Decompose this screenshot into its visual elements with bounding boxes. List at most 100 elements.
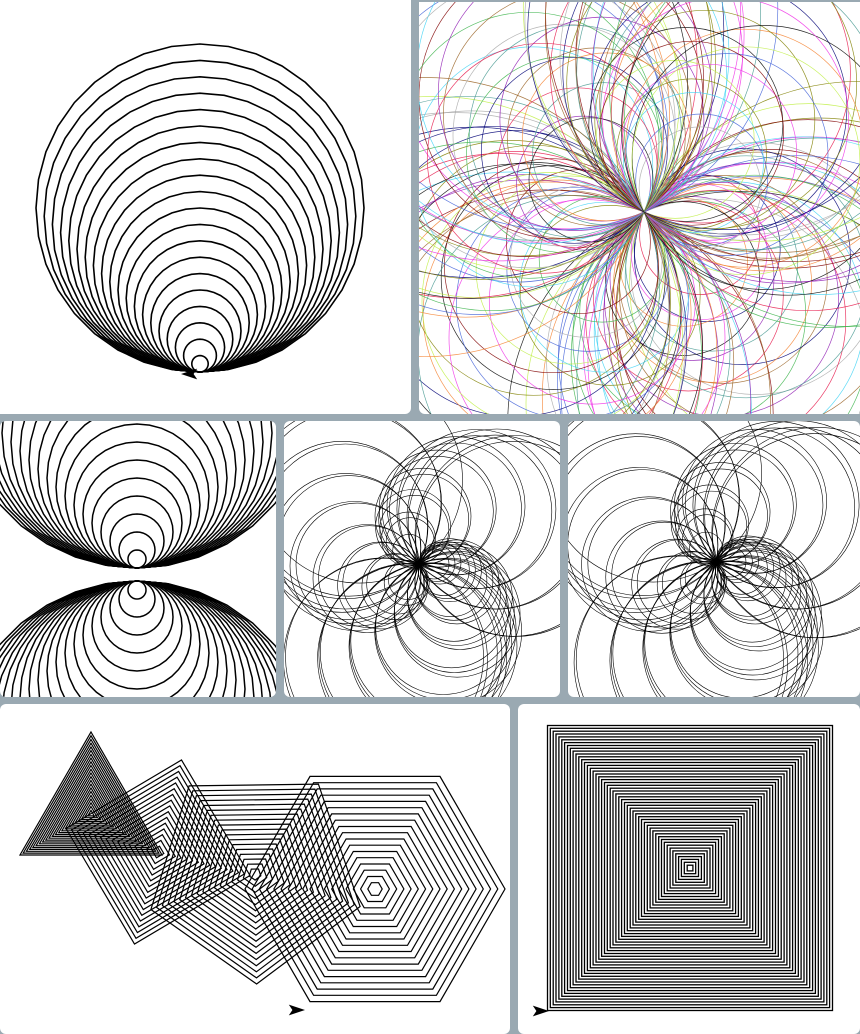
polygon-ring <box>179 808 332 955</box>
square-ring <box>595 773 785 963</box>
flower-circle <box>624 155 860 399</box>
upper-circle-ring <box>55 421 219 569</box>
spirograph-circle <box>605 520 719 634</box>
circle-ring <box>76 125 324 373</box>
lower-circle-ring <box>127 580 147 600</box>
flower-circle <box>618 151 860 414</box>
square-ring <box>586 764 794 972</box>
lower-circle-ring <box>2 580 272 697</box>
circle-ring <box>67 108 333 373</box>
polygon-ring <box>316 838 434 940</box>
flower-circle <box>546 198 860 414</box>
polygon-ring <box>287 813 463 965</box>
flower-circle <box>456 186 689 414</box>
upper-circle-ring <box>73 441 201 569</box>
lower-circle-ring <box>64 580 210 697</box>
flower-circle <box>623 2 860 328</box>
spirograph-circle <box>414 539 500 625</box>
polygon-ring <box>70 764 246 940</box>
flower-circle <box>591 2 860 282</box>
spirograph-circle <box>318 525 421 628</box>
flower-circle <box>419 2 668 283</box>
lower-circle-ring <box>109 580 165 636</box>
lower-circle-ring <box>11 580 263 697</box>
square-ring <box>652 830 728 906</box>
square-ring <box>640 818 740 918</box>
polygon-ring <box>139 833 177 871</box>
square-ring <box>669 847 711 889</box>
spirograph-circle <box>418 538 482 602</box>
spirograph-circle <box>361 553 429 620</box>
polygon-ring <box>331 850 419 928</box>
spirograph-circle <box>568 421 762 583</box>
flower-circle <box>599 40 785 226</box>
polygon-ring <box>25 738 157 852</box>
polygon-ring <box>28 741 154 850</box>
flower-circle <box>419 151 682 414</box>
flower-circle <box>419 126 671 414</box>
flower-circle <box>481 56 668 244</box>
flower-circle <box>419 2 676 269</box>
spirograph-circle <box>396 429 557 589</box>
flower-circle <box>623 92 764 233</box>
flower-circle <box>419 2 688 299</box>
spirograph-circle <box>406 428 560 610</box>
spirograph-circle <box>392 534 426 568</box>
upper-circle-ring <box>37 421 237 569</box>
flower-circle <box>597 136 860 414</box>
square-ring <box>629 807 751 929</box>
square-ring <box>623 801 757 935</box>
square-ring <box>552 730 828 1006</box>
spirograph-circle <box>284 475 422 620</box>
square-ring <box>680 858 700 878</box>
square-ring <box>683 861 697 875</box>
spirograph-circle <box>680 557 727 605</box>
flower-circle <box>625 53 829 256</box>
flower-circle <box>562 2 860 235</box>
square-ring <box>546 724 834 1012</box>
flower-circle <box>519 205 701 386</box>
flower-circle <box>419 2 745 243</box>
spirograph-circle <box>704 426 860 610</box>
flower-circle <box>419 189 774 414</box>
polygon-ring <box>345 863 405 915</box>
polygon-ring <box>173 803 338 961</box>
polygon-ring <box>150 783 361 985</box>
lower-circle-ring <box>91 580 183 672</box>
square-ring <box>549 727 831 1009</box>
spirograph-circle <box>568 433 726 613</box>
flower-circle <box>525 188 860 414</box>
upper-circle-ring <box>19 421 255 569</box>
spirograph-circle <box>394 552 515 673</box>
flower-circle <box>419 126 688 414</box>
flower-circle <box>509 184 663 338</box>
polygon-ring <box>294 819 456 959</box>
flower-circle <box>557 176 860 414</box>
flower-circle <box>615 81 860 414</box>
upper-circle-ring <box>82 459 192 569</box>
flower-circle <box>629 103 860 414</box>
flower-circle <box>419 162 682 414</box>
lower-circle-ring <box>0 580 276 693</box>
flower-circle <box>506 47 686 227</box>
spirograph-circle <box>656 551 726 620</box>
circle-ring <box>125 223 275 373</box>
flower-circle <box>419 96 684 414</box>
upper-circle-ring <box>1 421 273 569</box>
upper-circle-ring <box>118 531 156 569</box>
polygon-ring <box>273 800 477 978</box>
square-ring <box>612 790 768 946</box>
spirograph-circle <box>673 468 768 563</box>
lower-circle-ring <box>19 580 255 697</box>
square-ring <box>572 750 808 986</box>
spirograph-circle <box>669 555 824 697</box>
square-ring <box>569 747 811 989</box>
lower-circle-ring <box>55 580 219 697</box>
flower-circle <box>488 197 696 405</box>
flower-circle <box>609 2 860 327</box>
flower-circle <box>521 52 691 222</box>
spirograph-b-drawing <box>568 421 860 697</box>
spirograph-circle <box>715 535 781 602</box>
mirrored-circles-drawing <box>0 421 276 697</box>
polygon-ring <box>231 853 280 900</box>
